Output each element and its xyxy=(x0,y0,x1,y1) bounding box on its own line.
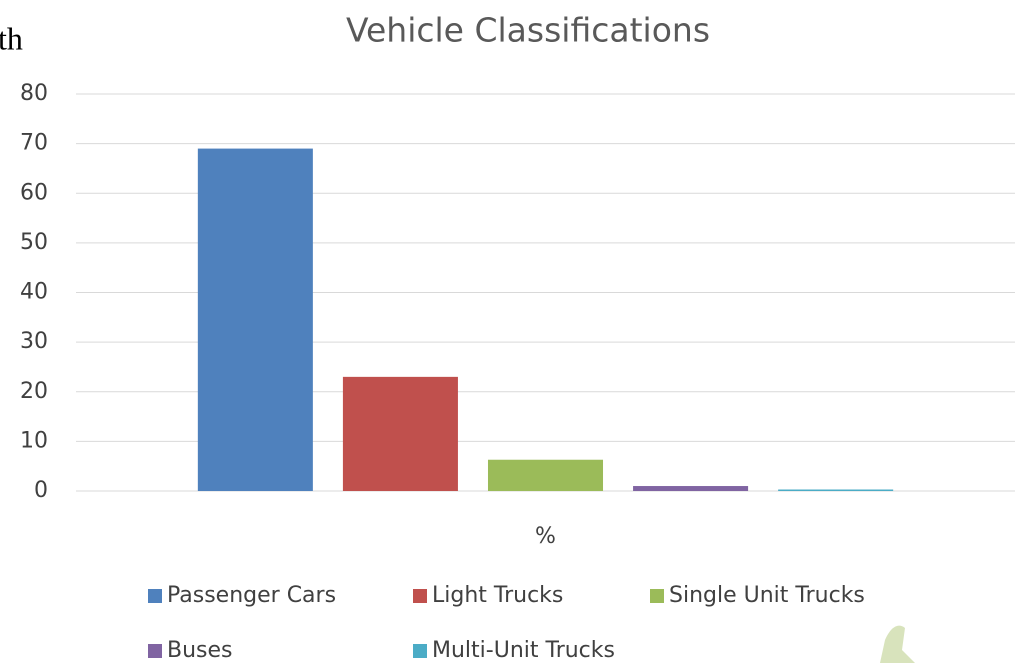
legend-swatch xyxy=(650,589,664,603)
y-tick-label: 30 xyxy=(20,329,48,354)
legend-swatch xyxy=(148,644,162,658)
chart: th Vehicle Classifications 0 10 20 30 40 50 60… xyxy=(0,0,1019,663)
x-tick-label: % xyxy=(535,524,556,549)
y-tick-label: 80 xyxy=(20,81,48,106)
legend-swatch xyxy=(148,589,162,603)
legend-label: Multi-Unit Trucks xyxy=(432,638,615,663)
decoration xyxy=(880,626,915,663)
legend-label: Buses xyxy=(167,638,233,663)
bar xyxy=(633,486,748,491)
y-tick-label: 60 xyxy=(20,180,48,205)
y-tick-label: 70 xyxy=(20,131,48,156)
bar xyxy=(778,490,893,491)
y-tick-label: 0 xyxy=(34,478,48,503)
bar xyxy=(198,149,313,491)
legend-label: Single Unit Trucks xyxy=(669,583,865,608)
margin-text: th xyxy=(0,20,23,56)
legend-swatch xyxy=(413,644,427,658)
legend-label: Passenger Cars xyxy=(167,583,336,608)
y-tick-label: 10 xyxy=(20,428,48,453)
legend-swatch xyxy=(413,589,427,603)
bar xyxy=(488,460,603,491)
y-tick-label: 50 xyxy=(20,230,48,255)
y-tick-label: 20 xyxy=(20,379,48,404)
bar xyxy=(343,377,458,491)
chart-title: Vehicle Classifications xyxy=(346,11,710,50)
y-tick-label: 40 xyxy=(20,280,48,305)
legend-label: Light Trucks xyxy=(432,583,563,608)
